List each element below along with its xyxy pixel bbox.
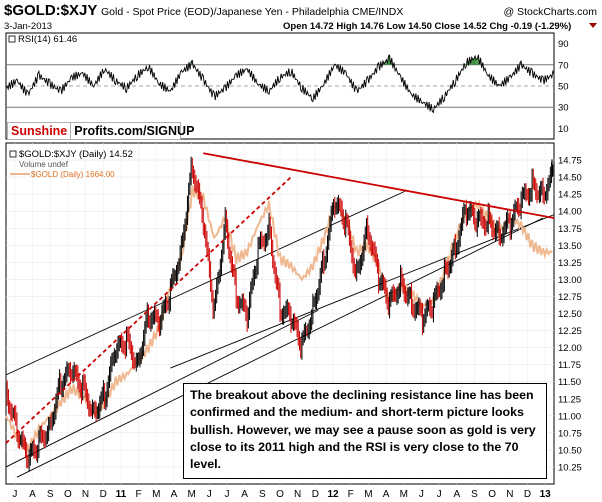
x-tick-label: M: [364, 489, 372, 500]
price-bars: [5, 156, 554, 472]
price-tick-label: 13.50: [558, 241, 582, 252]
price-tick-label: 11.00: [558, 411, 581, 422]
chart-ticker: $GOLD:$XJY: [4, 2, 97, 19]
trend-line: [5, 190, 407, 376]
x-tick-label: F: [348, 489, 354, 500]
x-tick-label: J: [437, 489, 442, 500]
x-tick-label: D: [312, 489, 319, 500]
x-tick-label: A: [171, 489, 178, 500]
x-tick-label: 12: [327, 489, 339, 500]
price-tick-label: 14.25: [558, 190, 582, 201]
declining-resistance-line: [203, 152, 555, 219]
x-tick-label: S: [47, 489, 54, 500]
resistance-lines: [5, 152, 555, 444]
price-tick-label: 13.25: [558, 258, 582, 269]
x-tick-label: N: [294, 489, 301, 500]
price-tick-label: 12.25: [558, 326, 582, 337]
rising-dashed-support-line: [5, 176, 292, 444]
x-axis: J A S O N D 11 F M A M J J A S O N D 12 F M A M J J A S O N D 13: [12, 489, 551, 500]
price-tick-label: 12.75: [558, 292, 582, 303]
chart-description: Gold - Spot Price (EOD)/Japanese Yen - P…: [101, 6, 349, 18]
price-tick-label: 10.50: [558, 445, 582, 456]
x-tick-label: D: [100, 489, 107, 500]
trend-line: [170, 214, 555, 369]
x-tick-label: D: [524, 489, 531, 500]
x-tick-label: S: [471, 489, 478, 500]
chart-date: 3-Jan-2013: [4, 21, 52, 32]
x-tick-label: A: [29, 489, 36, 500]
x-tick-label: A: [383, 489, 390, 500]
price-tick-label: 13.75: [558, 224, 582, 235]
rsi-overbought-area: [471, 57, 473, 65]
rsi-tick-label: 50: [558, 82, 569, 93]
gold-legend: $GOLD (Daily) 1664.00: [31, 170, 115, 179]
price-tick-label: 14.00: [558, 207, 582, 218]
price-tick-label: 10.75: [558, 428, 582, 439]
price-legend: $GOLD:$XJY (Daily) 14.52: [19, 149, 133, 160]
banner-brand: Sunshine: [11, 124, 68, 138]
ohlc-readout: Open 14.72 High 14.76 Low 14.50 Close 14…: [283, 21, 571, 32]
rsi-series-line: [5, 54, 555, 114]
rsi-tick-label: 70: [558, 60, 569, 71]
x-tick-label: S: [259, 489, 266, 500]
price-axis: 14.75 14.50 14.25 14.00 13.75 13.50 13.25 13.00…: [558, 156, 582, 474]
x-tick-label: J: [419, 489, 424, 500]
rsi-axis: 90 70 50 30 10: [558, 39, 569, 135]
price-tick-label: 13.00: [558, 275, 582, 286]
x-tick-label: O: [488, 489, 496, 500]
rsi-panel: 90 70 50 30 10 RSI(14) 61.46: [5, 32, 569, 140]
x-tick-label: 13: [540, 489, 552, 500]
volume-legend: Volume undef: [19, 160, 69, 169]
x-tick-label: M: [152, 489, 160, 500]
rsi-legend: RSI(14) 61.46: [18, 34, 77, 45]
price-tick-label: 12.50: [558, 309, 582, 320]
price-tick-label: 11.50: [558, 377, 581, 388]
price-grid: [6, 143, 554, 484]
rsi-grid: [6, 64, 554, 108]
trend-line: [5, 309, 319, 468]
rsi-tick-label: 10: [558, 124, 569, 135]
source-credit: @ StockCharts.com: [503, 6, 597, 18]
annotation-box: The breakout above the declining resista…: [183, 383, 547, 479]
rsi-overbought-area: [388, 55, 390, 65]
x-tick-label: F: [136, 489, 142, 500]
price-tick-label: 10.25: [558, 462, 582, 473]
price-tick-label: 14.75: [558, 156, 582, 167]
price-tick-label: 14.50: [558, 173, 582, 184]
x-tick-label: N: [82, 489, 89, 500]
price-tick-label: 11.25: [558, 394, 581, 405]
price-tick-label: 11.75: [558, 360, 581, 371]
banner-divider: [70, 123, 72, 139]
banner-link[interactable]: Profits.com/SIGNUP: [74, 124, 195, 138]
rsi-legend-swatch: [8, 35, 16, 43]
trend-line: [16, 217, 544, 478]
x-tick-label: J: [207, 489, 212, 500]
down-triangle-icon: [589, 23, 597, 28]
rsi-tick-label: 30: [558, 103, 569, 114]
price-legend-swatch: [9, 150, 17, 158]
chart-exchange: CME/INDX: [352, 6, 403, 18]
x-tick-label: N: [506, 489, 513, 500]
x-tick-label: J: [224, 489, 229, 500]
price-tick-label: 12.00: [558, 343, 582, 354]
x-tick-label: J: [12, 489, 17, 500]
x-tick-label: O: [276, 489, 284, 500]
sunshine-profits-banner[interactable]: Sunshine Profits.com/SIGNUP: [7, 122, 194, 140]
rsi-overbought-area: [476, 58, 478, 65]
x-tick-label: A: [241, 489, 248, 500]
trend-lines: [5, 190, 555, 478]
x-tick-label: M: [187, 489, 195, 500]
x-tick-label: 11: [116, 489, 127, 500]
x-tick-label: A: [453, 489, 460, 500]
x-tick-label: M: [400, 489, 408, 500]
x-tick-label: O: [64, 489, 72, 500]
rsi-tick-label: 90: [558, 39, 569, 50]
